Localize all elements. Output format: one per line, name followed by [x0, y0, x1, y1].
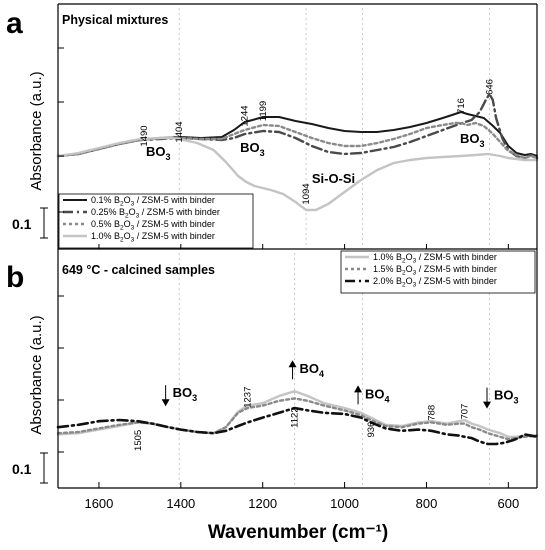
panel-b-guides	[178, 253, 490, 486]
peak-label: 1490	[139, 125, 150, 146]
panel-b: b 649 °C - calcined samples 1505 1237 1122…	[6, 250, 539, 486]
peak-label: 1244	[240, 105, 251, 126]
legend-entry: 0.25% B2O3 / ZSM-5 with binder	[91, 207, 220, 220]
band-annotation: BO3	[494, 388, 519, 406]
panel-a-series	[56, 92, 539, 212]
panel-b-letter: b	[6, 261, 24, 294]
peak-label: 1237	[243, 387, 254, 408]
panel-a-annotations: BO3 BO3 BO3 Si-O-Si	[146, 131, 485, 186]
legend-entry: 0.5% B2O3 / ZSM-5 with binder	[91, 219, 215, 232]
peak-label: 1094	[301, 183, 312, 204]
peak-label: 1404	[174, 121, 185, 142]
legend-entry: 1.5% B2O3 / ZSM-5 with binder	[373, 264, 497, 277]
band-annotation: BO3	[460, 131, 485, 149]
peak-label: 788	[426, 405, 437, 421]
band-annotation: BO4	[300, 361, 325, 379]
panel-b-title: 649 °C - calcined samples	[62, 263, 215, 277]
arrow-head-down-icon	[483, 401, 492, 409]
panel-b-annotations: BO3 BO4 BO4 BO3	[161, 360, 519, 409]
legend-box	[340, 250, 536, 294]
x-tick-label: 1600	[84, 496, 113, 511]
x-tick-label: 600	[497, 496, 519, 511]
band-annotation: BO3	[240, 140, 265, 158]
series-line-4	[56, 136, 539, 212]
x-axis-ticks: 1600 1400 1200 1000 800 600	[84, 244, 519, 511]
peak-label: 1122	[290, 407, 301, 427]
plot-frame	[57, 3, 538, 489]
legend-entry: 0.1% B2O3 / ZSM-5 with binder	[91, 195, 215, 208]
panel-b-series	[56, 390, 539, 446]
x-tick-label: 1200	[248, 496, 277, 511]
x-axis-label: Wavenumber (cm⁻¹)	[208, 522, 388, 543]
legend-entry: 1.0% B2O3 / ZSM-5 with binder	[373, 252, 497, 265]
arrow-head-up-icon	[354, 385, 363, 393]
panel-b-y-axis-label: Absorbance (a.u.)	[28, 315, 45, 434]
peak-label: 716	[456, 98, 467, 114]
arrow-head-down-icon	[161, 399, 170, 407]
y-ticks-left	[58, 47, 64, 453]
panel-a-title: Physical mixtures	[62, 13, 168, 27]
x-tick-label: 1000	[330, 496, 359, 511]
band-annotation: BO4	[365, 386, 390, 404]
panel-b-scale-bar: 0.1	[12, 452, 48, 484]
peak-label: 1199	[258, 101, 269, 121]
legend-box	[58, 193, 254, 249]
arrow-head-up-icon	[288, 360, 297, 368]
peak-label: 646	[485, 79, 496, 95]
band-annotation: Si-O-Si	[312, 171, 355, 186]
band-annotation: BO3	[146, 144, 171, 162]
x-tick-label: 1400	[166, 496, 195, 511]
peak-label: 707	[460, 404, 471, 420]
panel-b-peak-labels: 1505 1237 1122 936 788 707	[133, 387, 471, 451]
panel-a-peak-labels: 1490 1404 1244 1199 716 646 1094	[139, 79, 496, 205]
panel-a-letter: a	[6, 7, 23, 40]
legend-entry: 2.0% B2O3 / ZSM-5 with binder	[373, 276, 497, 289]
peak-label: 936	[366, 422, 377, 438]
band-annotation: BO3	[173, 385, 198, 403]
legend-entry: 1.0% B2O3 / ZSM-5 with binder	[91, 231, 215, 244]
panel-a: a Physical mixtures 1490 1404 1244 1199 716 6…	[6, 7, 539, 249]
series-line-3	[56, 406, 539, 446]
peak-label: 1505	[133, 430, 144, 451]
panel-b-scale-label: 0.1	[12, 461, 32, 477]
panel-a-scale-bar: 0.1	[12, 207, 48, 239]
panel-a-scale-label: 0.1	[12, 216, 32, 232]
x-tick-label: 800	[416, 496, 438, 511]
panel-a-y-axis-label: Absorbance (a.u.)	[28, 71, 45, 190]
